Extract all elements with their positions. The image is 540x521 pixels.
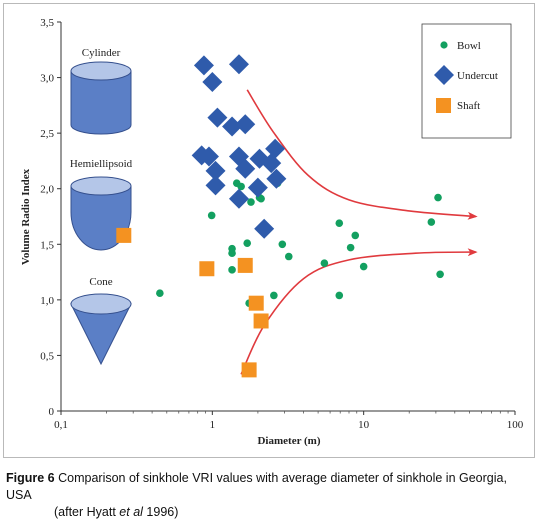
legend-undercut-marker: [434, 65, 454, 85]
y-tick-label: 2,0: [40, 184, 54, 196]
bowl-point: [257, 194, 265, 203]
undercut-point: [261, 153, 282, 174]
figure-frame: [3, 3, 535, 458]
figure-caption: Figure 6 Comparison of sinkhole VRI valu…: [6, 470, 534, 521]
cylinder-illustration: Cylinder: [70, 47, 132, 135]
y-tick-label: 3,0: [40, 73, 54, 85]
legend-box: [421, 23, 512, 139]
shaft-point: [248, 295, 264, 311]
caption-line2-pre: (after Hyatt: [54, 505, 120, 519]
chart: Cylinder Hemiellipsoid Cone 0 0,5 1,0 1,5 2,…: [20, 17, 524, 447]
bowl-point: [228, 266, 236, 274]
bowl-point: [243, 239, 252, 247]
undercut-point: [235, 158, 256, 179]
bowl-point: [278, 240, 287, 249]
legend-shaft-label: Shaft: [457, 100, 480, 112]
caption-text-line1: Comparison of sinkhole VRI values with a…: [6, 471, 507, 502]
y-tick-label: 0: [49, 406, 55, 418]
undercut-point: [222, 116, 243, 137]
bowl-point: [351, 231, 360, 240]
bowl-point: [270, 291, 278, 300]
undercut-point: [228, 54, 249, 75]
hemiellipsoid-label: Hemiellipsoid: [70, 158, 133, 170]
shaft-point: [199, 261, 215, 277]
undercut-point: [205, 175, 226, 196]
legend-shaft-marker: [436, 98, 451, 113]
legend-bowl-marker: [440, 41, 448, 49]
bowl-point: [436, 270, 444, 279]
bowl-point: [156, 289, 164, 297]
legend-undercut-label: Undercut: [457, 70, 498, 82]
bowl-point: [335, 291, 344, 300]
caption-label: Figure 6: [6, 471, 55, 485]
undercut-point: [198, 146, 219, 167]
shaft-point: [241, 362, 257, 378]
legend: Bowl Undercut Shaft: [421, 23, 512, 139]
shaft-point: [253, 313, 269, 329]
bowl-point: [346, 243, 355, 252]
undercut-point: [205, 160, 226, 181]
x-tick-label: 0,1: [54, 419, 68, 431]
x-tick-label: 10: [358, 419, 370, 431]
y-tick-label: 1,0: [40, 295, 54, 307]
shaft-point: [116, 227, 132, 243]
y-tick-label: 2,5: [40, 128, 54, 140]
bowl-point: [284, 252, 293, 261]
undercut-point: [193, 55, 214, 76]
bowl-point: [427, 218, 436, 226]
bowl-point: [434, 193, 442, 202]
y-tick-label: 0,5: [40, 350, 54, 362]
caption-line2-post: 1996): [142, 505, 179, 519]
hemiellipsoid-illustration: Hemiellipsoid: [70, 158, 133, 251]
legend-bowl-label: Bowl: [457, 40, 481, 52]
y-axis-label: Volume Radio Index: [20, 168, 32, 265]
undercut-point: [202, 72, 223, 93]
undercut-point: [266, 168, 287, 189]
undercut-point: [228, 188, 249, 209]
cylinder-label: Cylinder: [82, 47, 121, 59]
bowl-point: [320, 259, 329, 267]
x-tick-label: 1: [210, 419, 216, 431]
undercut-point: [207, 107, 228, 128]
undercut-point: [265, 138, 286, 159]
undercut-point: [247, 177, 268, 198]
x-axis-label: Diameter (m): [257, 435, 320, 447]
trend-arrow-2: [240, 248, 478, 375]
y-tick-label: 1,5: [40, 239, 54, 251]
undercut-point: [235, 114, 256, 135]
bowl-point: [359, 262, 368, 271]
y-tick-label: 3,5: [40, 17, 54, 29]
undercut-point: [254, 218, 275, 239]
cone-label: Cone: [89, 276, 112, 288]
trend-arrow-1: [246, 89, 478, 220]
x-tick-label: 100: [507, 419, 524, 431]
bowl-point: [228, 249, 236, 257]
bowl-point: [247, 198, 255, 206]
axes: [60, 22, 515, 412]
bowl-point: [237, 182, 245, 191]
cone-illustration: Cone: [70, 276, 132, 366]
shaft-point: [237, 257, 253, 273]
bowl-point: [335, 219, 344, 227]
caption-line2-italic: et al: [119, 505, 143, 519]
bowl-point: [207, 211, 216, 220]
